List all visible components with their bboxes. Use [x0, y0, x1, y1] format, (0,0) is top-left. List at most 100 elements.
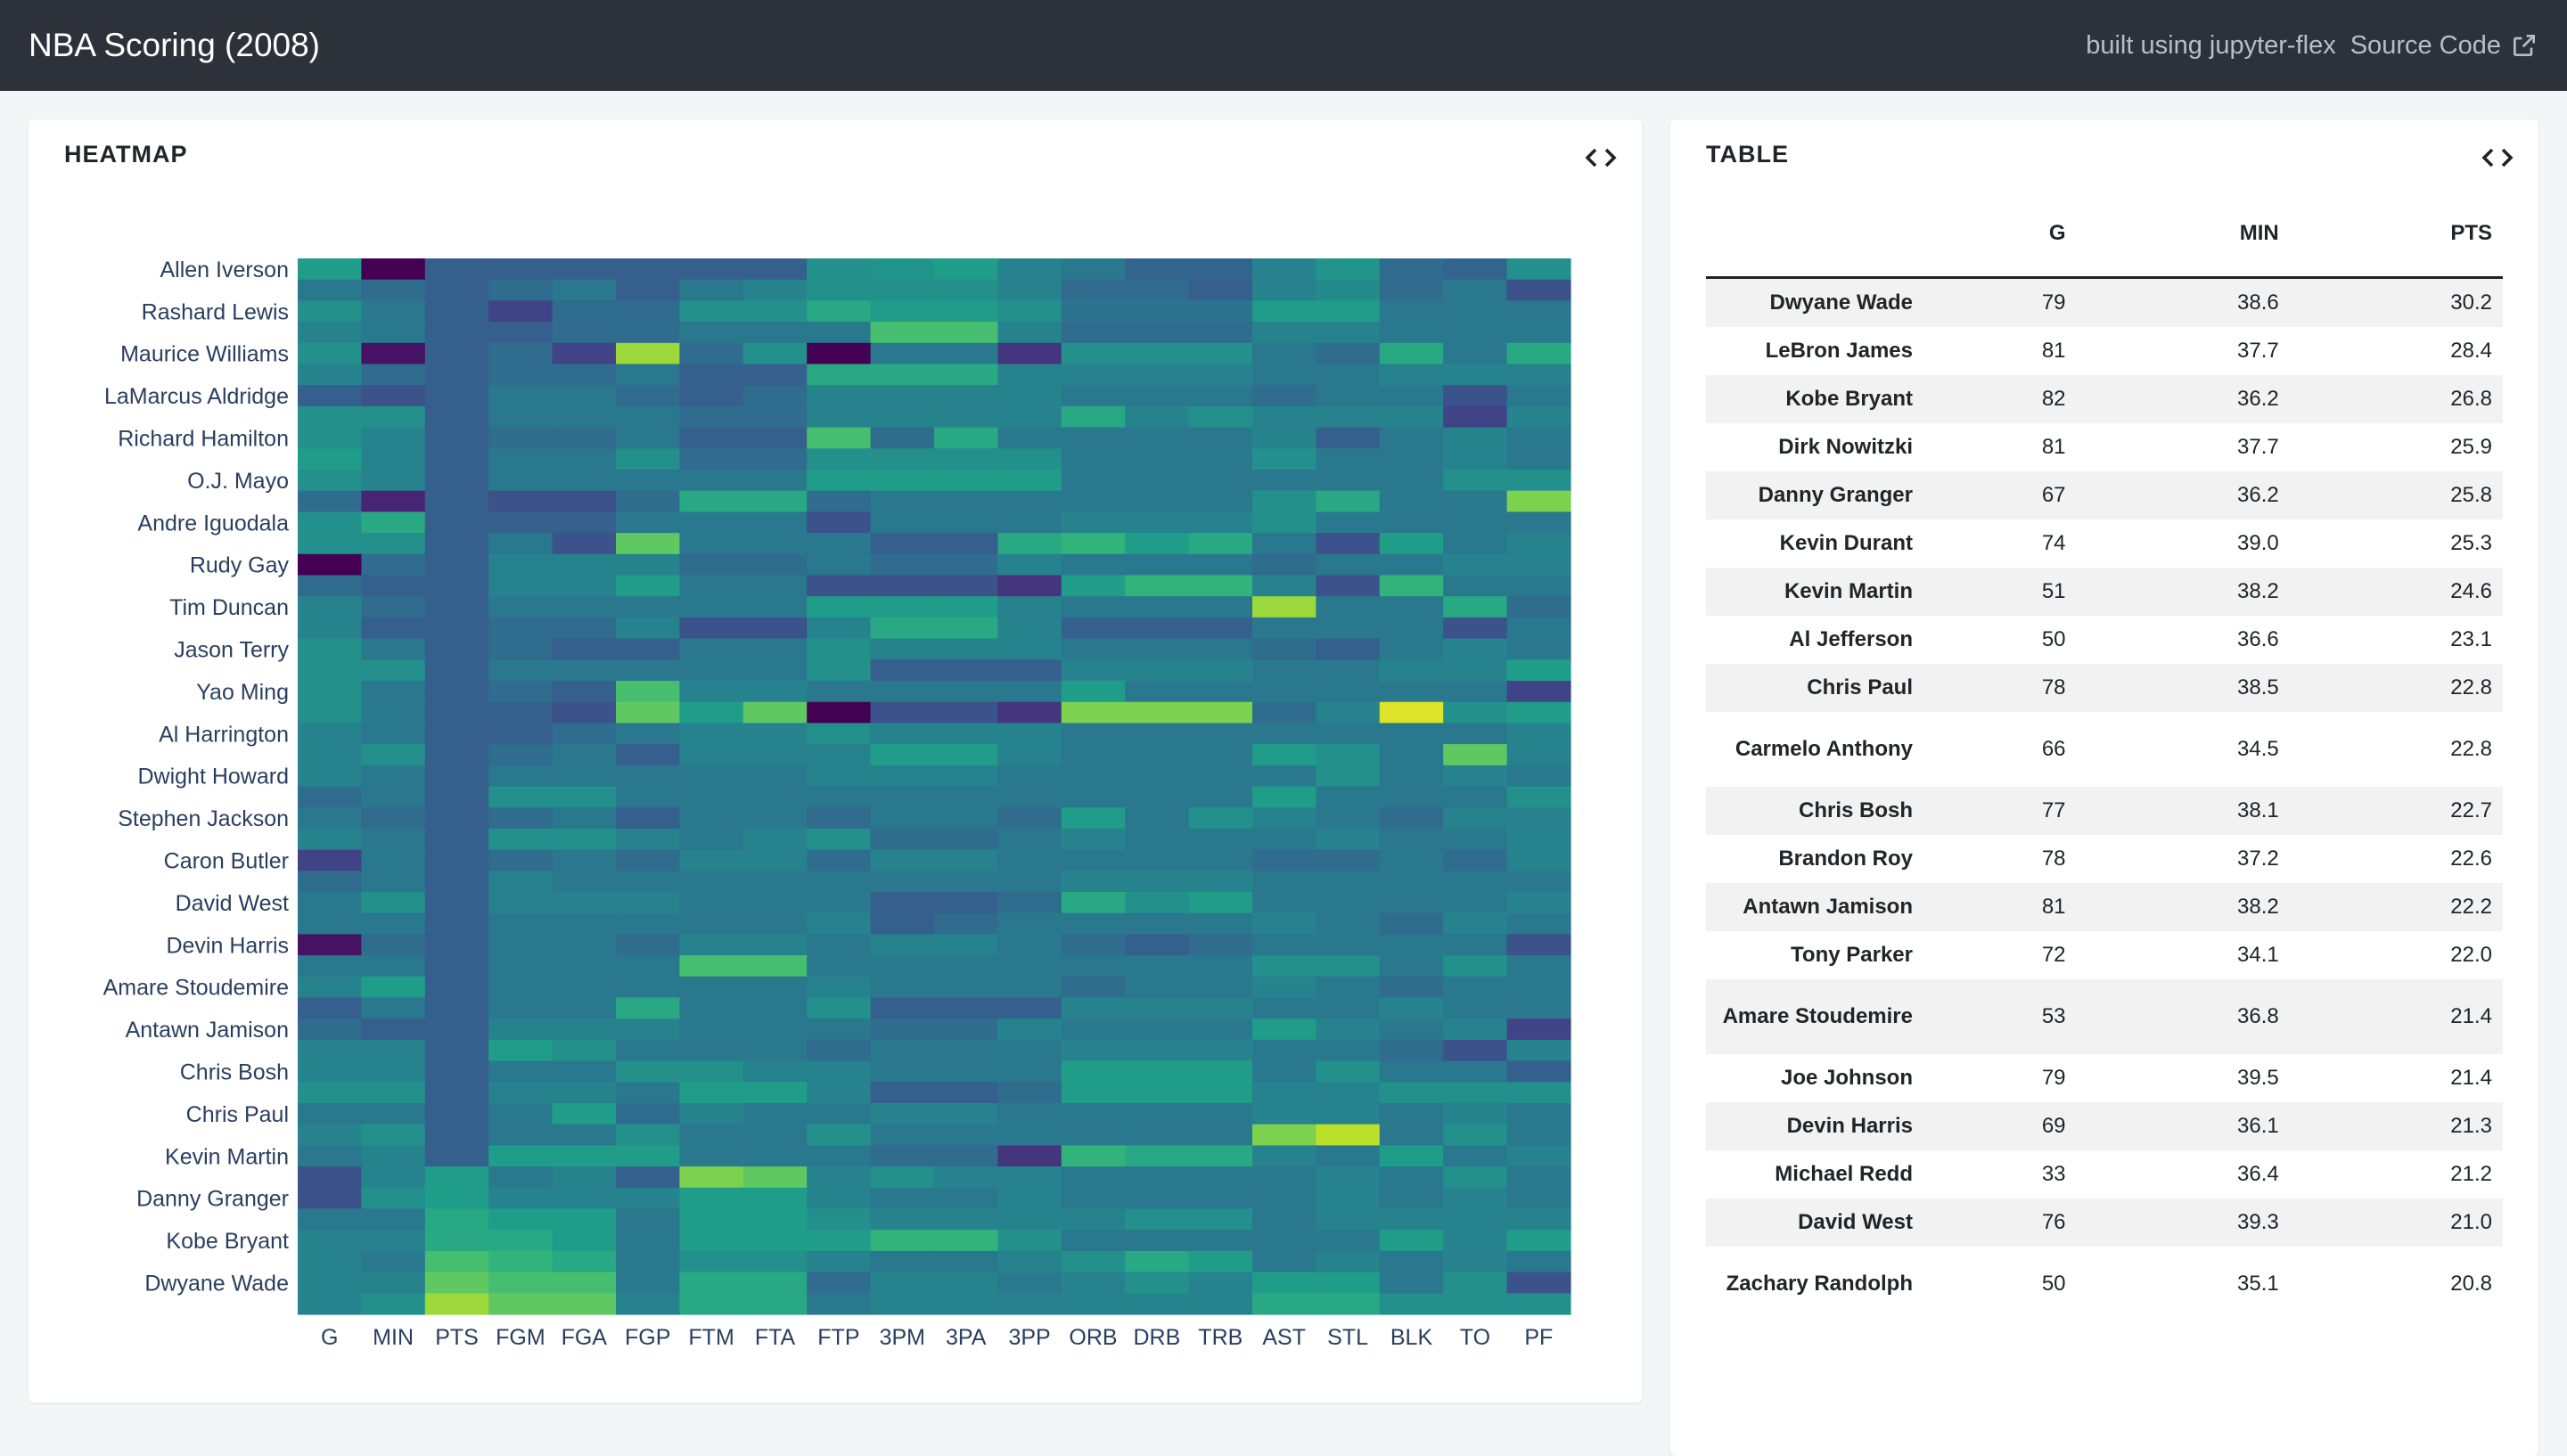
heatmap-cell[interactable]	[1061, 427, 1126, 449]
heatmap-cell[interactable]	[298, 1250, 362, 1273]
heatmap-cell[interactable]	[1252, 490, 1316, 512]
heatmap-cell[interactable]	[1061, 405, 1126, 429]
heatmap-cell[interactable]	[742, 659, 808, 682]
heatmap-cell[interactable]	[488, 934, 554, 956]
heatmap-cell[interactable]	[361, 849, 426, 871]
heatmap-cell[interactable]	[424, 511, 489, 534]
heatmap-cell[interactable]	[807, 575, 872, 597]
heatmap-cell[interactable]	[1252, 681, 1316, 703]
heatmap-cell[interactable]	[488, 258, 554, 281]
heatmap-cell[interactable]	[488, 1103, 554, 1125]
heatmap-cell[interactable]	[552, 997, 617, 1019]
heatmap-cell[interactable]	[1443, 511, 1508, 534]
heatmap-cell[interactable]	[1506, 1103, 1571, 1125]
heatmap-cell[interactable]	[1252, 1039, 1316, 1062]
heatmap-cell[interactable]	[1188, 723, 1253, 745]
heatmap-cell[interactable]	[616, 1103, 680, 1125]
heatmap-cell[interactable]	[1252, 849, 1316, 871]
heatmap-cell[interactable]	[1061, 976, 1126, 999]
heatmap-cell[interactable]	[488, 448, 554, 470]
heatmap-cell[interactable]	[361, 744, 426, 766]
heatmap-cell[interactable]	[934, 448, 998, 470]
heatmap-cell[interactable]	[552, 490, 617, 512]
heatmap-cell[interactable]	[1379, 1166, 1444, 1189]
heatmap-cell[interactable]	[1443, 448, 1508, 470]
heatmap-cell[interactable]	[1506, 997, 1571, 1019]
heatmap-cell[interactable]	[1125, 871, 1190, 893]
heatmap-cell[interactable]	[742, 1208, 808, 1231]
heatmap-cell[interactable]	[552, 1208, 617, 1231]
heatmap-cell[interactable]	[424, 638, 489, 660]
heatmap-cell[interactable]	[742, 1166, 808, 1189]
heatmap-cell[interactable]	[934, 364, 998, 386]
heatmap-cell[interactable]	[1443, 976, 1508, 999]
heatmap-cell[interactable]	[997, 1145, 1062, 1167]
heatmap-cell[interactable]	[1188, 976, 1253, 999]
heatmap-cell[interactable]	[298, 1060, 362, 1083]
heatmap-cell[interactable]	[1379, 1124, 1444, 1146]
heatmap-cell[interactable]	[1443, 533, 1508, 555]
heatmap-cell[interactable]	[1188, 258, 1253, 281]
heatmap-cell[interactable]	[742, 912, 808, 935]
heatmap-cell[interactable]	[488, 553, 554, 577]
heatmap-cell[interactable]	[298, 258, 362, 281]
heatmap-cell[interactable]	[616, 912, 680, 935]
heatmap-cell[interactable]	[424, 1166, 489, 1189]
heatmap-cell[interactable]	[298, 744, 362, 766]
heatmap-cell[interactable]	[488, 1250, 554, 1273]
heatmap-cell[interactable]	[1379, 470, 1444, 492]
heatmap-cell[interactable]	[488, 1208, 554, 1231]
heatmap-cell[interactable]	[361, 1103, 426, 1125]
heatmap-cell[interactable]	[1188, 470, 1253, 492]
heatmap-cell[interactable]	[1252, 1250, 1316, 1273]
heatmap-cell[interactable]	[1061, 1145, 1126, 1167]
heatmap-cell[interactable]	[424, 490, 489, 512]
heatmap-cell[interactable]	[1252, 786, 1316, 808]
heatmap-cell[interactable]	[361, 490, 426, 512]
heatmap-cell[interactable]	[552, 511, 617, 534]
heatmap-cell[interactable]	[1125, 681, 1190, 703]
heatmap-cell[interactable]	[298, 723, 362, 745]
heatmap-cell[interactable]	[1252, 765, 1316, 788]
heatmap-cell[interactable]	[1379, 1208, 1444, 1231]
heatmap-cell[interactable]	[1252, 617, 1316, 640]
heatmap-cell[interactable]	[361, 1166, 426, 1189]
heatmap-cell[interactable]	[552, 1124, 617, 1146]
heatmap-cell[interactable]	[1506, 470, 1571, 492]
heatmap-cell[interactable]	[1379, 934, 1444, 956]
heatmap-cell[interactable]	[552, 786, 617, 808]
heatmap-cell[interactable]	[1125, 659, 1190, 682]
heatmap-cell[interactable]	[552, 553, 617, 577]
heatmap-cell[interactable]	[298, 385, 362, 407]
heatmap-cell[interactable]	[488, 807, 554, 830]
heatmap-cell[interactable]	[616, 701, 680, 724]
heatmap-cell[interactable]	[1379, 807, 1444, 830]
heatmap-cell[interactable]	[742, 934, 808, 956]
source-code-link[interactable]: Source Code	[2350, 31, 2538, 61]
heatmap-cell[interactable]	[1379, 533, 1444, 555]
heatmap-cell[interactable]	[870, 1145, 935, 1167]
heatmap-cell[interactable]	[997, 976, 1062, 999]
heatmap-cell[interactable]	[1125, 1060, 1190, 1083]
heatmap-cell[interactable]	[361, 405, 426, 429]
heatmap-cell[interactable]	[870, 934, 935, 956]
heatmap-cell[interactable]	[1252, 533, 1316, 555]
heatmap-cell[interactable]	[870, 448, 935, 470]
heatmap-cell[interactable]	[1443, 871, 1508, 893]
heatmap-cell[interactable]	[1316, 786, 1381, 808]
heatmap-cell[interactable]	[298, 681, 362, 703]
heatmap-cell[interactable]	[1188, 849, 1253, 871]
heatmap-cell[interactable]	[1125, 955, 1190, 977]
heatmap-cell[interactable]	[361, 638, 426, 660]
heatmap-cell[interactable]	[1252, 342, 1316, 365]
heatmap-cell[interactable]	[298, 1208, 362, 1231]
heatmap-cell[interactable]	[424, 322, 489, 344]
heatmap-cell[interactable]	[1252, 470, 1316, 492]
heatmap-cell[interactable]	[807, 681, 872, 703]
heatmap-cell[interactable]	[1443, 405, 1508, 429]
heatmap-cell[interactable]	[1188, 1060, 1253, 1083]
heatmap-cell[interactable]	[1188, 427, 1253, 449]
heatmap-cell[interactable]	[616, 322, 680, 344]
heatmap-cell[interactable]	[1443, 744, 1508, 766]
heatmap-cell[interactable]	[742, 470, 808, 492]
